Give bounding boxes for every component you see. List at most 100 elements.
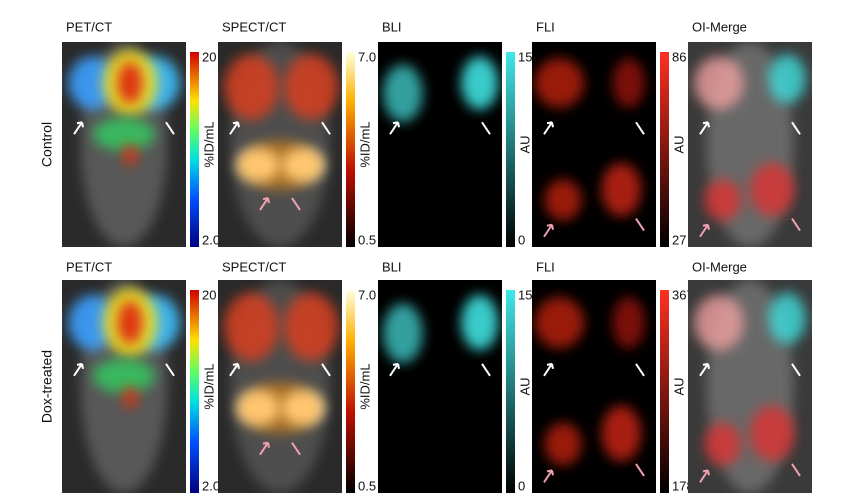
signal [601, 162, 642, 217]
signal [612, 58, 645, 108]
colorbar-unit: %ID/mL [201, 363, 216, 409]
signal [694, 56, 744, 110]
colorbar-max: 7.0 [358, 287, 376, 302]
panel-image [218, 42, 342, 247]
colorbar-unit: AU [517, 377, 532, 395]
arrow [229, 362, 240, 377]
colorbar-unit: %ID/mL [201, 121, 216, 167]
arrow [791, 363, 801, 377]
colorbar-min: 0.5 [358, 478, 376, 493]
colorbar-min: 0 [518, 478, 525, 493]
colorbar-unit: AU [671, 377, 686, 395]
signal [236, 382, 324, 434]
signal [236, 140, 324, 190]
colorbar-unit: AU [671, 135, 686, 153]
panel-image [532, 42, 656, 247]
arrow [73, 362, 84, 377]
arrow [291, 442, 301, 456]
signal [93, 117, 155, 151]
arrow [165, 363, 175, 377]
colorbar [506, 290, 515, 493]
arrow [543, 469, 554, 483]
arrow [699, 121, 710, 135]
arrow [389, 121, 400, 135]
colorbar [190, 290, 199, 493]
signal [461, 56, 499, 110]
signal [704, 422, 742, 466]
arrow [699, 469, 710, 483]
colorbar-max: 7.0 [358, 49, 376, 64]
signal [750, 405, 795, 462]
colorbar [346, 52, 355, 247]
panel-image [62, 280, 186, 493]
panel-image [378, 280, 502, 493]
signal [283, 292, 339, 361]
colorbar-unit: AU [517, 135, 532, 153]
arrow [791, 463, 801, 477]
arrow [543, 362, 554, 377]
arrow [259, 197, 270, 211]
colorbar-unit: %ID/mL [357, 363, 372, 409]
signal [93, 358, 155, 393]
signal [382, 303, 423, 364]
signal [768, 54, 806, 104]
colorbar-min: 0.5 [358, 232, 376, 247]
colorbar-max: 20 [202, 287, 216, 302]
panel-image [62, 42, 186, 247]
panel-title: PET/CT [66, 19, 112, 34]
arrow [791, 218, 801, 232]
signal [122, 144, 138, 165]
signal [544, 179, 582, 221]
panel-title: SPECT/CT [222, 259, 286, 274]
arrow [73, 121, 84, 135]
colorbar-max: 20 [202, 49, 216, 64]
panel-image [218, 280, 342, 493]
colorbar [660, 52, 669, 247]
signal [612, 297, 645, 349]
arrow [635, 463, 645, 477]
panel-image [378, 42, 502, 247]
colorbar-min: 27 [672, 232, 686, 247]
signal [534, 297, 585, 349]
arrow [321, 363, 331, 377]
row-label: Control [39, 122, 55, 167]
panel-title: FLI [536, 259, 555, 274]
colorbar-min: 0 [518, 232, 525, 247]
colorbar [506, 52, 515, 247]
arrow [389, 362, 400, 377]
signal [750, 162, 795, 217]
arrow [291, 197, 301, 211]
arrow [699, 362, 710, 377]
colorbar-min: 2.0 [202, 232, 220, 247]
colorbar-max: 86 [672, 49, 686, 64]
arrow [543, 223, 554, 238]
arrow [635, 218, 645, 232]
colorbar [660, 290, 669, 493]
arrow [543, 121, 554, 135]
colorbar [346, 290, 355, 493]
signal [224, 54, 279, 120]
panel-title: PET/CT [66, 259, 112, 274]
arrow [165, 121, 175, 135]
signal [224, 292, 279, 361]
signal [122, 386, 138, 408]
panel-title: SPECT/CT [222, 19, 286, 34]
signal [283, 54, 339, 120]
signal [461, 294, 499, 351]
signal [694, 294, 744, 351]
arrow [635, 363, 645, 377]
arrow [481, 363, 491, 377]
colorbar-min: 2.0 [202, 478, 220, 493]
signal [704, 179, 742, 221]
arrow [791, 121, 801, 135]
signal [534, 58, 585, 108]
signal [768, 292, 806, 344]
arrow [699, 223, 710, 238]
signal [601, 405, 642, 462]
signal [382, 64, 423, 122]
arrow [229, 121, 240, 135]
signal [117, 301, 143, 344]
arrow [321, 121, 331, 135]
arrow [635, 121, 645, 135]
row-label: Dox-treated [39, 350, 55, 423]
